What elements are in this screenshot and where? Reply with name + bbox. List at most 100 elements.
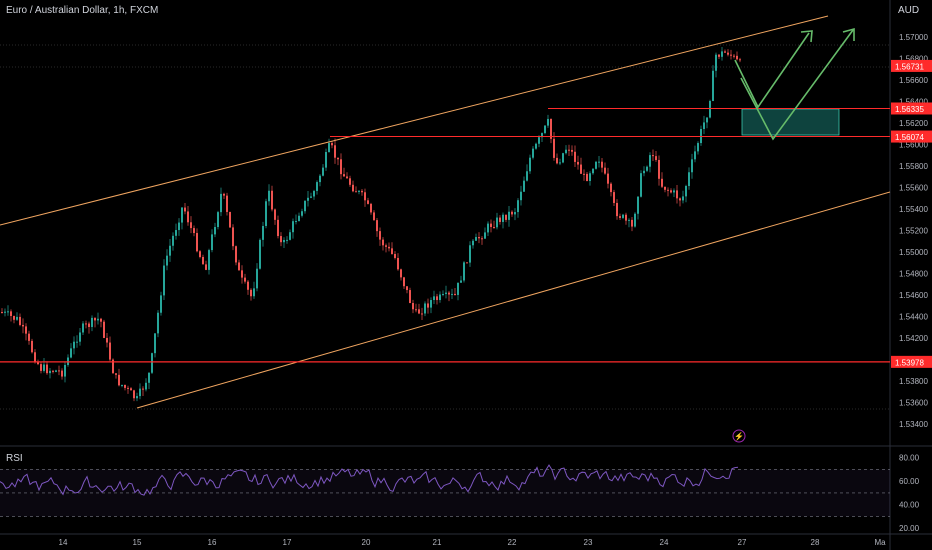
candle-body	[163, 265, 165, 296]
candle-body	[430, 300, 432, 308]
candle-body	[652, 155, 654, 157]
candle-body	[445, 292, 447, 294]
candle-body	[658, 159, 660, 179]
time-tick-label: 15	[133, 538, 142, 547]
candle-body	[4, 311, 6, 313]
candle-body	[532, 148, 534, 158]
candle-body	[112, 359, 114, 374]
candle-body	[409, 290, 411, 303]
candle-body	[619, 216, 621, 218]
price-tick-label: 1.56800	[899, 55, 928, 64]
candle-body	[355, 191, 357, 193]
candle-body	[679, 198, 681, 201]
candle-body	[505, 214, 507, 220]
candle-body	[688, 172, 690, 186]
candle-body	[673, 190, 675, 193]
time-tick-label: 23	[584, 538, 593, 547]
candle-body	[91, 317, 93, 327]
candle-body	[52, 370, 54, 372]
rsi-line	[0, 464, 739, 496]
candle-body	[7, 311, 9, 313]
price-label-badge	[891, 59, 932, 72]
candle-body	[307, 197, 309, 201]
rsi-label: RSI	[6, 453, 23, 464]
currency-label: AUD	[898, 5, 920, 16]
candle-body	[106, 337, 108, 343]
candle-body	[304, 200, 306, 212]
candle-body	[703, 122, 705, 129]
candle-body	[199, 251, 201, 257]
candle-body	[130, 388, 132, 391]
candle-body	[538, 137, 540, 144]
alert-icon	[732, 429, 746, 443]
axes: 1.57000 1.56800 1.56600 1.56400 1.56200 1.560…	[59, 33, 932, 547]
candle-body	[442, 293, 444, 295]
candle-body	[136, 396, 138, 399]
candle-body	[664, 186, 666, 190]
candle-body	[733, 55, 735, 57]
price-tick-label: 1.53400	[899, 420, 928, 429]
candle-body	[28, 333, 30, 341]
candle-body	[238, 262, 240, 271]
candle-body	[724, 51, 726, 53]
candle-body	[121, 384, 123, 386]
candle-body	[316, 182, 318, 191]
candle-body	[499, 217, 501, 222]
candle-body	[154, 333, 156, 354]
projection-arrow-1	[734, 32, 810, 109]
candle-body	[364, 192, 366, 201]
candle-body	[457, 282, 459, 295]
candle-body	[256, 268, 258, 289]
candle-body	[550, 118, 552, 139]
candle-body	[694, 151, 696, 160]
candle-body	[388, 246, 390, 249]
candle-body	[100, 318, 102, 322]
candle-body	[448, 292, 450, 295]
time-tick-label: 14	[59, 538, 68, 547]
candle-body	[640, 173, 642, 197]
candle-body	[625, 214, 627, 221]
candle-body	[166, 255, 168, 266]
candle-body	[79, 332, 81, 342]
candle-body	[622, 214, 624, 218]
candle-body	[358, 190, 360, 192]
candle-body	[361, 190, 363, 193]
candle-body	[565, 149, 567, 154]
candle-body	[118, 374, 120, 386]
candle-body	[187, 211, 189, 223]
price-label-text: 1.56335	[895, 105, 924, 114]
demand-zone-box	[741, 108, 840, 136]
candle-body	[103, 321, 105, 338]
price-tick-label: 1.55400	[899, 205, 928, 214]
price-tick-label: 1.53800	[899, 377, 928, 386]
price-label-badge	[891, 102, 932, 115]
price-tick-label: 1.53600	[899, 399, 928, 408]
candle-body	[124, 384, 126, 388]
time-tick-label: 28	[811, 538, 820, 547]
candle-body	[97, 318, 99, 321]
candle-body	[292, 221, 294, 233]
price-tick-label: 1.56000	[899, 141, 928, 150]
candle-body	[322, 167, 324, 176]
candle-body	[196, 233, 198, 252]
candle-body	[418, 309, 420, 314]
candle-body	[253, 288, 255, 297]
candle-body	[160, 295, 162, 313]
candle-body	[691, 159, 693, 173]
time-tick-label: 16	[208, 538, 217, 547]
candle-body	[721, 51, 723, 57]
price-label-text: 1.53978	[895, 358, 924, 367]
candle-body	[406, 286, 408, 291]
candle-body	[676, 190, 678, 199]
candle-body	[484, 232, 486, 239]
candle-body	[1, 312, 3, 313]
candle-body	[184, 207, 186, 212]
candle-body	[55, 370, 57, 372]
time-tick-label: 27	[738, 538, 747, 547]
candle-body	[460, 280, 462, 283]
drawings[interactable]: ⚡	[0, 15, 891, 443]
candle-body	[193, 228, 195, 234]
